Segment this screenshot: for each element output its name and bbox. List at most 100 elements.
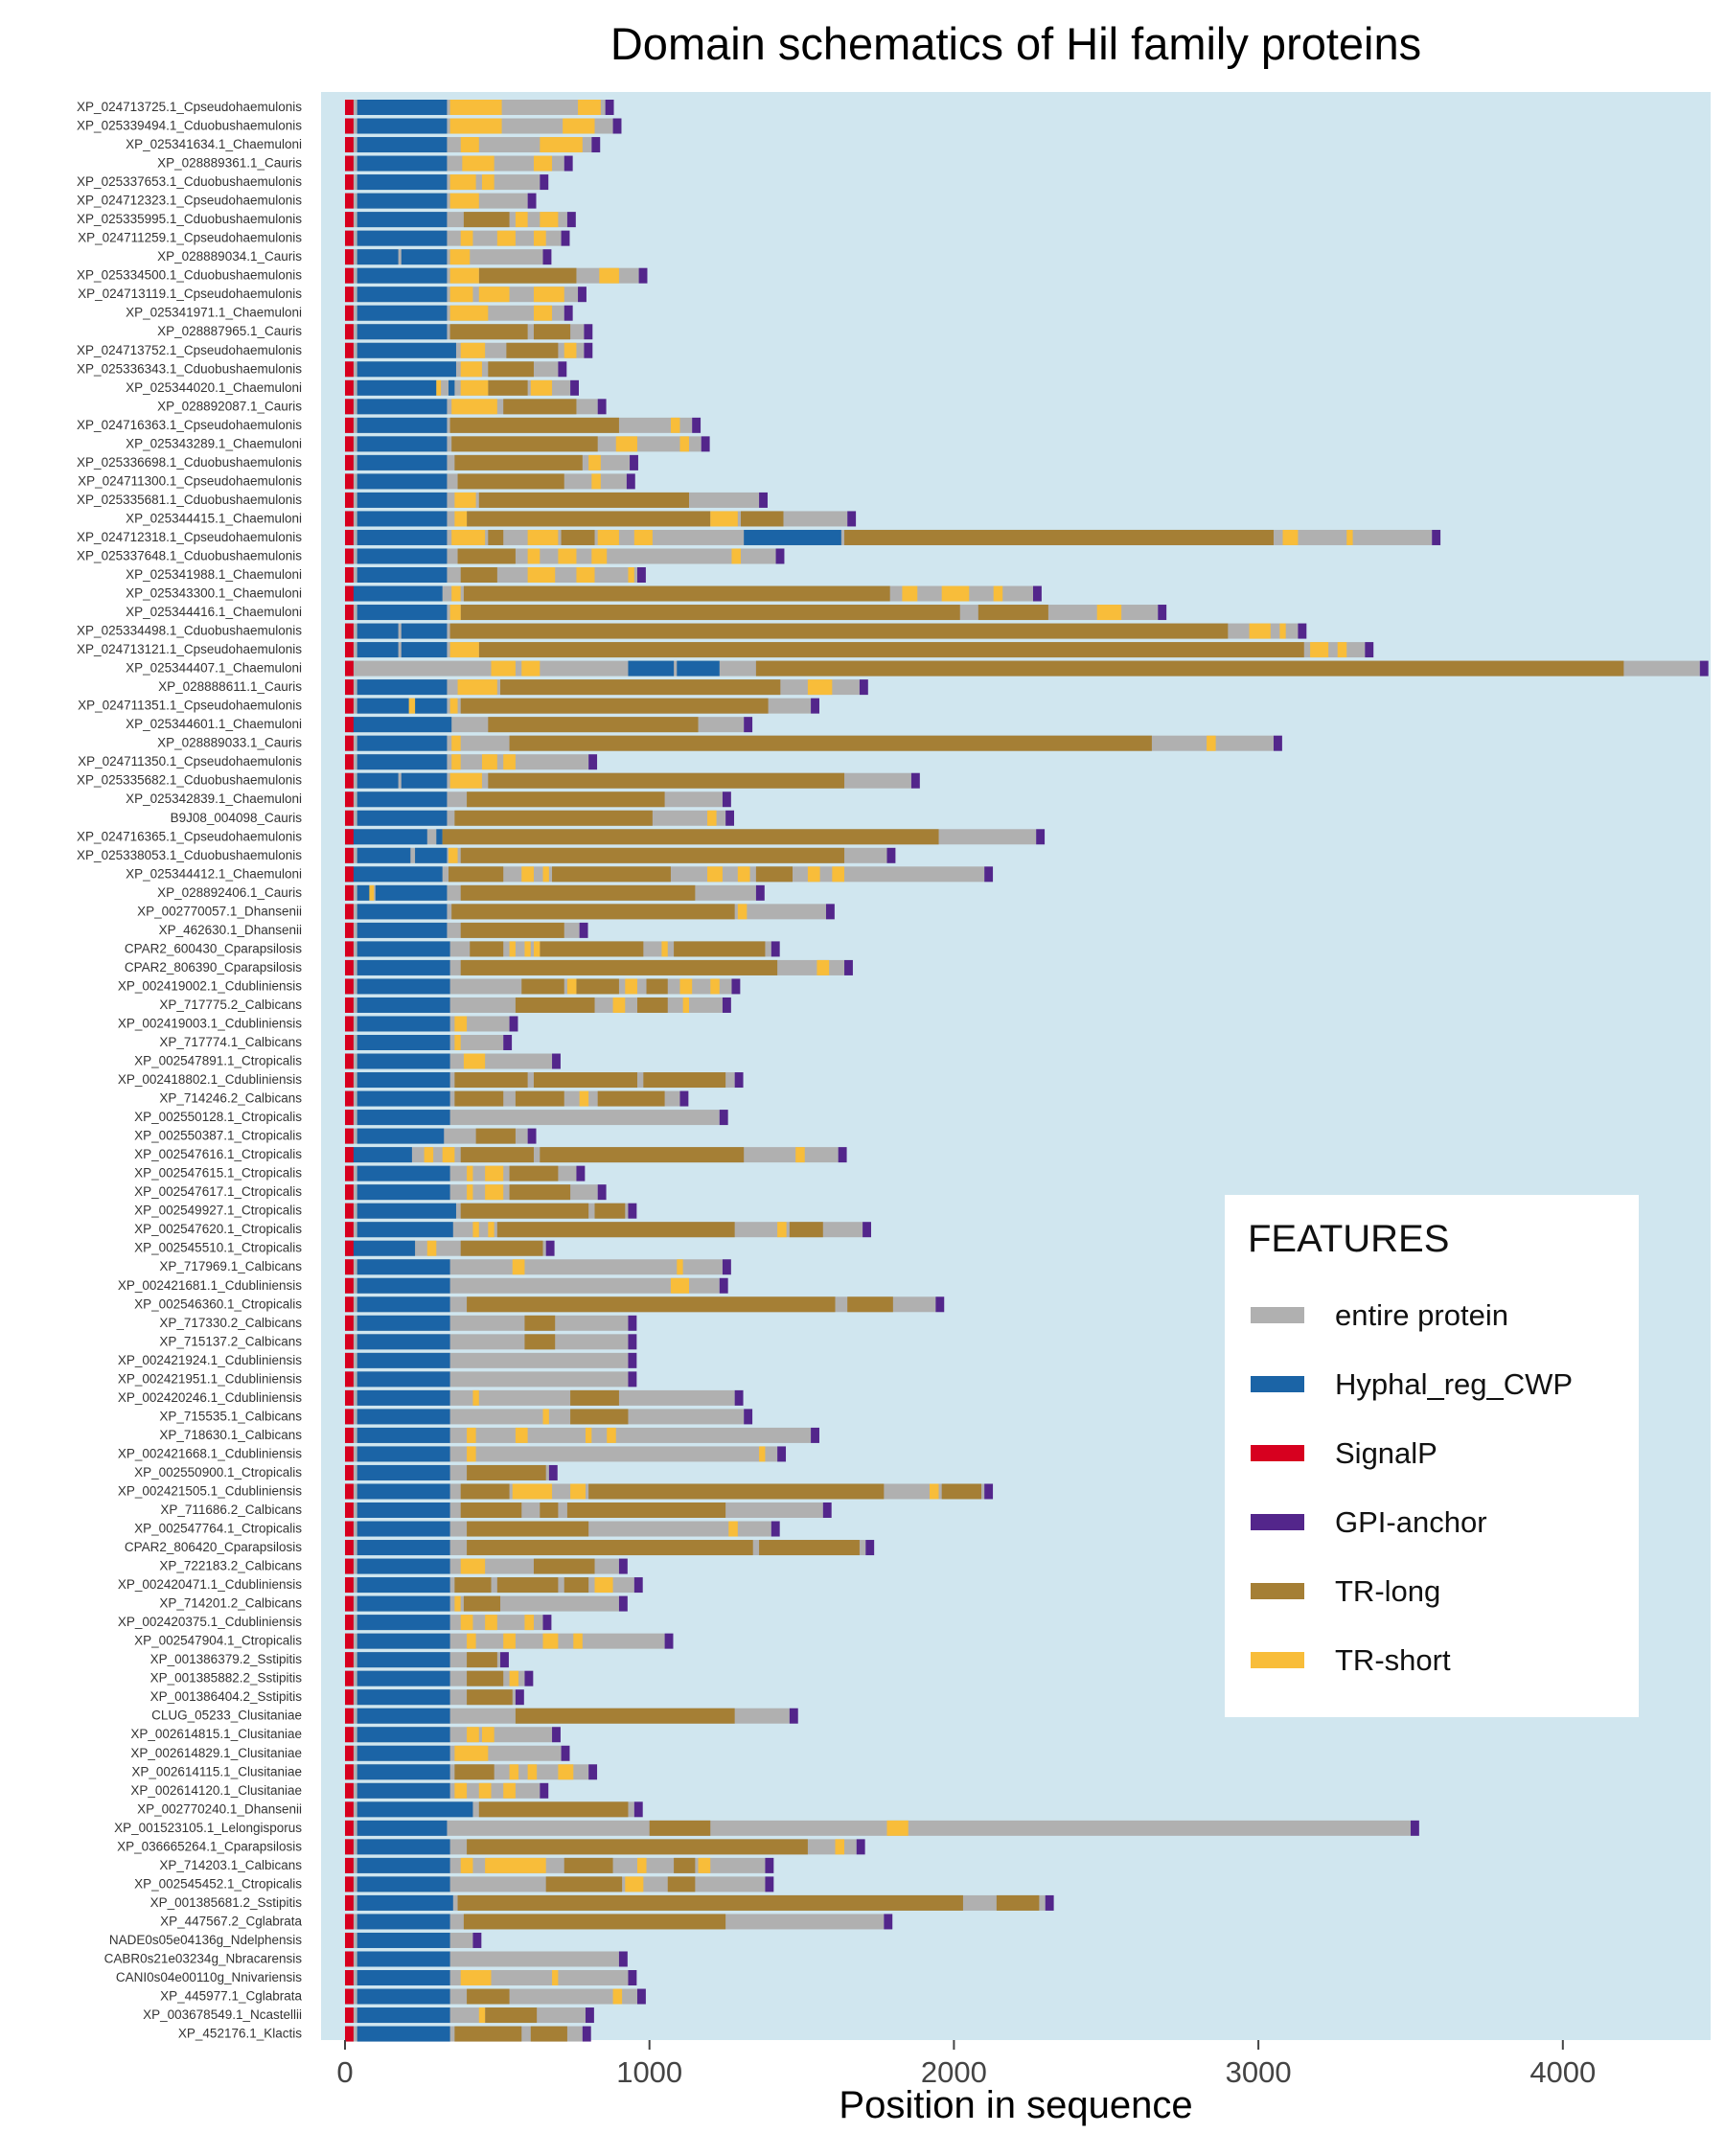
gpi-anchor-bar <box>719 1277 728 1294</box>
protein-row <box>345 2007 594 2024</box>
hyphal-reg-cwp-bar <box>356 1315 450 1331</box>
protein-row <box>345 174 549 191</box>
protein-row <box>345 1839 865 1855</box>
tr-short-bar <box>533 305 553 321</box>
tr-short-bar <box>563 118 595 134</box>
protein-row <box>345 1633 674 1649</box>
hyphal-reg-cwp-bar <box>356 137 448 153</box>
gpi-anchor-bar <box>591 137 601 153</box>
signalp-bar <box>345 1409 354 1425</box>
tr-short-bar <box>454 1016 468 1032</box>
hyphal-reg-cwp-bar <box>356 1016 450 1032</box>
signalp-bar <box>345 287 354 303</box>
tr-short-bar <box>481 174 494 191</box>
row-label: XP_024711351.1_Cpseudohaemulonis <box>78 699 302 713</box>
tr-short-bar <box>454 1595 461 1612</box>
protein-row <box>345 287 586 303</box>
gpi-anchor-bar <box>548 1464 558 1480</box>
tr-short-bar <box>777 1222 787 1238</box>
signalp-bar <box>345 473 354 490</box>
row-label: XP_714201.2_Calbicans <box>159 1596 302 1611</box>
row-label: XP_025341988.1_Chaemuloni <box>126 567 302 582</box>
protein-row <box>345 1389 744 1406</box>
gpi-anchor-bar <box>765 1876 774 1892</box>
tr-short-bar <box>467 1446 476 1462</box>
tr-short-bar <box>467 1633 476 1649</box>
row-label: XP_025336698.1_Cduobushaemulonis <box>77 455 302 470</box>
protein-row <box>345 1371 637 1388</box>
hyphal-reg-cwp-bar <box>356 1764 450 1780</box>
hyphal-reg-cwp-bar <box>356 1521 450 1537</box>
hyphal-reg-cwp-bar <box>356 1951 450 1967</box>
hyphal-reg-cwp-bar <box>356 267 448 284</box>
hyphal-reg-cwp-bar <box>677 660 720 677</box>
tr-short-bar <box>460 1970 492 1985</box>
signalp-bar <box>345 230 354 246</box>
gpi-anchor-bar <box>1298 623 1307 639</box>
gpi-anchor-bar <box>811 698 819 714</box>
signalp-bar <box>345 810 354 826</box>
tr-short-bar <box>533 230 546 246</box>
tr-short-bar <box>485 1184 504 1201</box>
x-tick-label: 2000 <box>921 2055 987 2089</box>
row-label: XP_002549927.1_Ctropicalis <box>134 1204 302 1218</box>
row-label: XP_002545452.1_Ctropicalis <box>134 1876 302 1891</box>
tr-short-bar <box>591 473 601 490</box>
tr-long-bar <box>515 1708 735 1724</box>
hyphal-reg-cwp-bar <box>345 1240 416 1256</box>
signalp-bar <box>345 1352 354 1368</box>
row-label: XP_001386404.2_Sstipitis <box>150 1689 303 1704</box>
tr-long-bar <box>448 866 504 883</box>
signalp-bar <box>345 1277 354 1294</box>
row-label: XP_024713725.1_Cpseudohaemulonis <box>77 100 302 114</box>
tr-short-bar <box>570 1483 586 1500</box>
tr-short-bar <box>460 1857 473 1873</box>
hyphal-reg-cwp-bar <box>356 1595 450 1612</box>
hyphal-reg-cwp-bar <box>401 249 448 265</box>
gpi-anchor-bar <box>524 1670 534 1686</box>
gpi-anchor-bar <box>500 1652 509 1668</box>
x-tick-label: 0 <box>336 2055 353 2089</box>
hyphal-reg-cwp-bar <box>401 772 448 789</box>
tr-long-bar <box>463 585 890 602</box>
tr-short-bar <box>451 754 461 770</box>
tr-long-bar <box>496 1222 735 1238</box>
signalp-bar <box>345 1820 354 1836</box>
row-label: XP_028888611.1_Cauris <box>158 679 302 694</box>
hyphal-reg-cwp-bar <box>356 2007 450 2024</box>
gpi-anchor-bar <box>582 2026 591 2042</box>
hyphal-reg-cwp-bar <box>356 642 399 658</box>
tr-short-bar <box>485 1165 504 1181</box>
hyphal-reg-cwp-bar <box>356 1277 450 1294</box>
signalp-bar <box>345 361 354 378</box>
signalp-bar <box>345 1595 354 1612</box>
row-label: XP_002418802.1_Cdubliniensis <box>118 1072 302 1087</box>
gpi-anchor-bar <box>984 866 994 883</box>
row-label: CANI0s04e00110g_Nnivariensis <box>116 1970 302 1984</box>
protein-row <box>345 1427 819 1443</box>
hyphal-reg-cwp-bar <box>356 417 448 433</box>
tr-short-bar <box>369 884 375 901</box>
protein-row <box>345 1801 643 1818</box>
tr-short-bar <box>558 1764 574 1780</box>
tr-short-bar <box>527 1764 538 1780</box>
legend-swatch <box>1251 1583 1304 1599</box>
tr-long-bar <box>524 1334 556 1350</box>
protein-row <box>345 1502 832 1518</box>
hyphal-reg-cwp-bar <box>356 1615 450 1631</box>
row-label: XP_001385882.2_Sstipitis <box>150 1671 303 1686</box>
protein-row <box>345 492 768 508</box>
hyphal-reg-cwp-bar <box>356 1352 450 1368</box>
row-label: XP_002550900.1_Ctropicalis <box>134 1465 302 1479</box>
signalp-bar <box>345 1633 354 1649</box>
tr-short-bar <box>454 1035 461 1050</box>
hyphal-reg-cwp-bar <box>356 567 448 583</box>
tr-long-bar <box>488 361 534 378</box>
tr-long-bar <box>564 1577 589 1594</box>
hyphal-reg-cwp-bar <box>356 492 448 508</box>
tr-long-bar <box>521 978 564 995</box>
tr-short-bar <box>485 1857 546 1873</box>
protein-row <box>345 379 579 396</box>
row-label: XP_025344412.1_Chaemuloni <box>126 866 302 881</box>
